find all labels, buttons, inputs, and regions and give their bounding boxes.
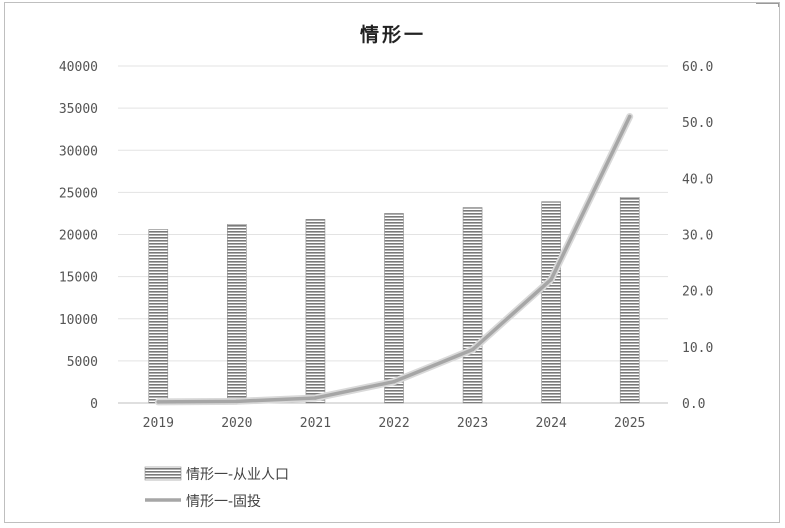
- x-tick-label: 2020: [221, 416, 252, 431]
- x-tick-label: 2019: [143, 416, 174, 431]
- legend-swatch-bar: [144, 466, 182, 481]
- bar-2023: [462, 207, 483, 404]
- bar-2024: [541, 201, 561, 404]
- right-tick-label: 30.0: [682, 229, 713, 244]
- resize-corner: [756, 3, 779, 7]
- right-tick-label: 10.0: [682, 341, 713, 356]
- line-point-2024: [549, 277, 553, 282]
- chart-title: 情形一: [360, 23, 426, 46]
- right-axis-ticks: 0.0 10.0 20.0 30.0 40.0 50.0 60.0: [682, 60, 713, 412]
- line-point-2023: [470, 347, 475, 352]
- bar-2021: [305, 219, 326, 404]
- x-tick-label: 2022: [378, 416, 409, 431]
- left-tick-label: 40000: [59, 60, 98, 75]
- left-tick-label: 0: [90, 397, 98, 412]
- left-axis-ticks: 0 5000 10000 15000 20000 25000 30000 35000 40000: [59, 60, 98, 412]
- line-point-2019: [156, 400, 161, 404]
- x-axis-ticks: 2019 2020 2021 2022 2023 2024 2025: [143, 416, 646, 431]
- legend-label-line: 情形一-固投: [186, 494, 261, 510]
- x-tick-label: 2024: [535, 416, 566, 431]
- left-tick-label: 10000: [59, 313, 98, 328]
- right-tick-label: 40.0: [682, 172, 713, 187]
- bar-2020: [227, 224, 247, 404]
- x-tick-label: 2021: [300, 416, 331, 431]
- bar-2025: [619, 197, 640, 404]
- right-tick-label: 0.0: [682, 397, 705, 412]
- bar-2022: [384, 213, 404, 404]
- line-point-2021: [313, 396, 318, 400]
- right-tick-label: 60.0: [682, 60, 713, 75]
- line-point-2025: [627, 114, 632, 119]
- bar-2019: [148, 229, 169, 404]
- left-tick-label: 20000: [59, 229, 98, 244]
- x-tick-label: 2023: [457, 416, 488, 431]
- line-series: [154, 113, 634, 406]
- right-tick-label: 20.0: [682, 285, 713, 300]
- left-tick-label: 15000: [59, 271, 98, 286]
- right-tick-label: 50.0: [682, 116, 713, 131]
- line-point-2022: [392, 379, 396, 384]
- left-tick-label: 35000: [59, 102, 98, 117]
- x-tick-label: 2025: [614, 416, 645, 431]
- left-tick-label: 30000: [59, 144, 98, 159]
- left-tick-label: 25000: [59, 186, 98, 201]
- left-tick-label: 5000: [67, 355, 98, 370]
- bar-series: [148, 197, 640, 404]
- legend-label-bar: 情形一-从业人口: [186, 467, 289, 483]
- line-point-2020: [235, 399, 239, 404]
